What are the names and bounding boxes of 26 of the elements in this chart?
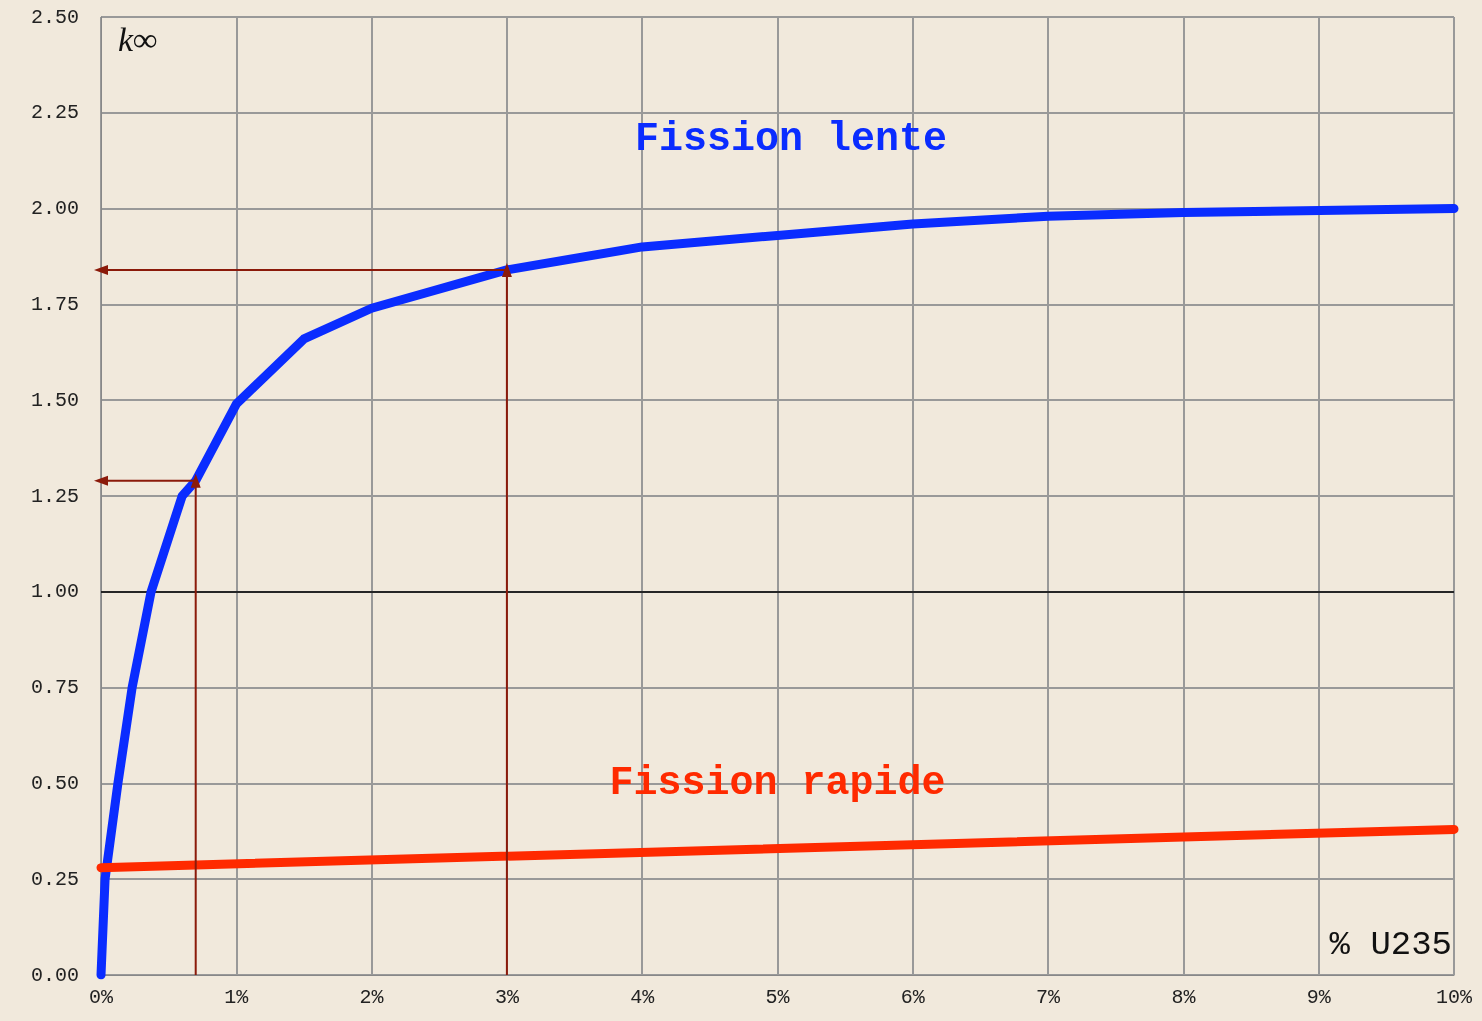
y-tick-label: 0.25	[30, 867, 79, 891]
x-tick-label: 10%	[1435, 985, 1473, 1009]
y-tick-label: 1.75	[30, 292, 79, 316]
x-tick-label: 9%	[1306, 985, 1332, 1009]
y-tick-label: 2.00	[30, 197, 79, 221]
x-tick-label: 6%	[900, 985, 926, 1009]
y-tick-label: 1.00	[30, 580, 79, 604]
x-tick-label: 4%	[630, 985, 656, 1009]
y-tick-label: 2.50	[30, 5, 79, 29]
x-tick-label: 7%	[1036, 985, 1062, 1009]
x-tick-label: 2%	[359, 985, 385, 1009]
y-axis-title: k∞	[118, 20, 158, 58]
x-tick-label: 1%	[224, 985, 250, 1009]
x-tick-label: 3%	[494, 985, 520, 1009]
y-tick-label: 1.50	[30, 388, 79, 412]
series-label: Fission rapide	[609, 760, 946, 806]
series-label: Fission lente	[635, 117, 948, 163]
x-tick-label: 8%	[1171, 985, 1197, 1009]
x-tick-label: 5%	[765, 985, 791, 1009]
y-tick-label: 2.25	[30, 101, 79, 125]
y-tick-label: 0.00	[30, 963, 79, 987]
x-axis-title: % U235	[1329, 926, 1452, 964]
y-tick-label: 0.75	[30, 676, 79, 700]
y-tick-label: 1.25	[30, 484, 79, 508]
x-tick-label: 0%	[88, 985, 114, 1009]
y-tick-label: 0.50	[30, 771, 79, 795]
